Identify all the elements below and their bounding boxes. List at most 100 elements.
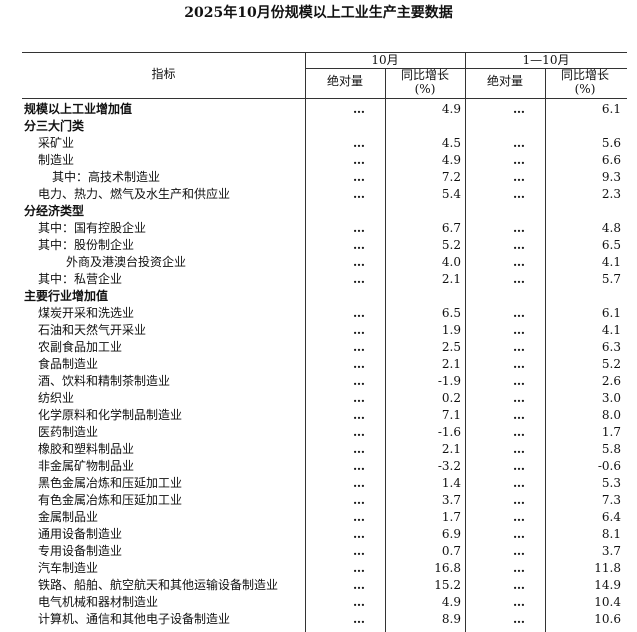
value-cell: 2.5 <box>441 340 461 354</box>
ellipsis: … <box>513 510 525 524</box>
ellipsis: … <box>353 595 365 609</box>
value-cell: 11.8 <box>594 561 621 575</box>
value-cell: 6.1 <box>601 306 621 320</box>
header-cell: 绝对量 <box>326 74 363 88</box>
value-cell: 4.8 <box>601 221 621 235</box>
value-cell: 1.7 <box>601 425 621 439</box>
value-cell: 7.2 <box>441 170 461 184</box>
ellipsis: … <box>513 323 525 337</box>
row-label: 非金属矿物制品业 <box>38 459 135 473</box>
value-cell: -0.6 <box>597 459 621 473</box>
rule <box>465 52 466 632</box>
value-cell: 5.7 <box>601 272 621 286</box>
value-cell: 5.3 <box>601 476 621 490</box>
value-cell: 2.6 <box>601 374 621 388</box>
header-cell: 同比增长 (%) <box>400 68 449 96</box>
ellipsis: … <box>353 578 365 592</box>
ellipsis: … <box>513 255 525 269</box>
ellipsis: … <box>513 459 525 473</box>
row-label: 制造业 <box>38 153 75 167</box>
ellipsis: … <box>513 408 525 422</box>
row-label: 纺织业 <box>38 391 75 405</box>
ellipsis: … <box>513 425 525 439</box>
row-label: 分经济类型 <box>24 204 85 218</box>
value-cell: 6.3 <box>601 340 621 354</box>
ellipsis: … <box>353 374 365 388</box>
row-label: 专用设备制造业 <box>38 544 123 558</box>
rule <box>305 68 627 69</box>
value-cell: 16.8 <box>434 561 461 575</box>
row-label: 石油和天然气开采业 <box>38 323 147 337</box>
value-cell: 5.8 <box>601 442 621 456</box>
value-cell: 4.9 <box>441 595 461 609</box>
ellipsis: … <box>513 238 525 252</box>
value-cell: 3.7 <box>601 544 621 558</box>
ellipsis: … <box>353 153 365 167</box>
ellipsis: … <box>513 595 525 609</box>
value-cell: 4.9 <box>441 102 461 116</box>
ellipsis: … <box>513 221 525 235</box>
value-cell: 5.4 <box>441 187 461 201</box>
ellipsis: … <box>513 102 525 116</box>
ellipsis: … <box>513 578 525 592</box>
row-label: 有色金属冶炼和压延加工业 <box>38 493 183 507</box>
row-label: 其中：股份制企业 <box>38 238 135 252</box>
row-label: 其中：私营企业 <box>38 272 123 286</box>
row-label: 分三大门类 <box>24 119 85 133</box>
row-label: 食品制造业 <box>38 357 99 371</box>
value-cell: 7.1 <box>441 408 461 422</box>
value-cell: 2.1 <box>441 357 461 371</box>
ellipsis: … <box>353 561 365 575</box>
value-cell: 5.2 <box>601 357 621 371</box>
value-cell: 14.9 <box>594 578 621 592</box>
row-label: 金属制品业 <box>38 510 99 524</box>
row-label: 计算机、通信和其他电子设备制造业 <box>38 612 231 626</box>
row-label: 规模以上工业增加值 <box>24 102 133 116</box>
ellipsis: … <box>353 221 365 235</box>
rule <box>545 68 546 632</box>
row-label: 主要行业增加值 <box>24 289 109 303</box>
value-cell: -1.6 <box>437 425 461 439</box>
value-cell: 4.0 <box>441 255 461 269</box>
ellipsis: … <box>513 340 525 354</box>
value-cell: 4.1 <box>601 323 621 337</box>
ellipsis: … <box>353 272 365 286</box>
ellipsis: … <box>353 408 365 422</box>
row-label: 煤炭开采和洗选业 <box>38 306 135 320</box>
value-cell: 4.5 <box>441 136 461 150</box>
value-cell: 6.5 <box>601 238 621 252</box>
row-label: 其中：国有控股企业 <box>38 221 147 235</box>
value-cell: 6.1 <box>601 102 621 116</box>
ellipsis: … <box>513 391 525 405</box>
rule <box>305 52 306 632</box>
ellipsis: … <box>353 544 365 558</box>
ellipsis: … <box>513 493 525 507</box>
ellipsis: … <box>513 544 525 558</box>
ellipsis: … <box>513 374 525 388</box>
row-label: 铁路、船舶、航空航天和其他运输设备制造业 <box>38 578 279 592</box>
ellipsis: … <box>353 323 365 337</box>
value-cell: 10.4 <box>594 595 621 609</box>
ellipsis: … <box>353 476 365 490</box>
row-label: 医药制造业 <box>38 425 99 439</box>
row-label: 橡胶和塑料制品业 <box>38 442 135 456</box>
value-cell: 9.3 <box>601 170 621 184</box>
row-label: 黑色金属冶炼和压延加工业 <box>38 476 183 490</box>
ellipsis: … <box>353 527 365 541</box>
ellipsis: … <box>513 306 525 320</box>
value-cell: 5.2 <box>441 238 461 252</box>
ellipsis: … <box>353 102 365 116</box>
ellipsis: … <box>353 442 365 456</box>
value-cell: 6.9 <box>441 527 461 541</box>
ellipsis: … <box>353 340 365 354</box>
value-cell: 5.6 <box>601 136 621 150</box>
value-cell: 3.7 <box>441 493 461 507</box>
ellipsis: … <box>513 357 525 371</box>
value-cell: -1.9 <box>437 374 461 388</box>
ellipsis: … <box>513 476 525 490</box>
value-cell: 10.6 <box>594 612 621 626</box>
row-label: 电力、热力、燃气及水生产和供应业 <box>38 187 231 201</box>
value-cell: 6.4 <box>601 510 621 524</box>
value-cell: 2.1 <box>441 272 461 286</box>
